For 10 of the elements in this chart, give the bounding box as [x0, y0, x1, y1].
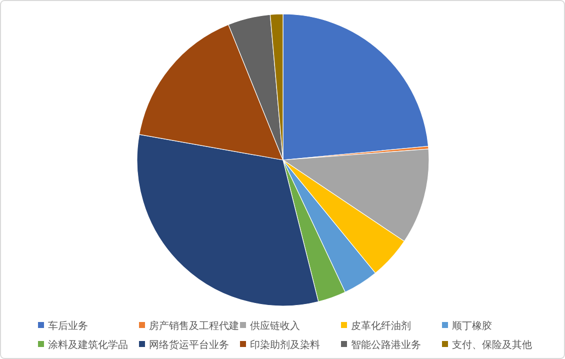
legend-label: 网络货运平台业务: [149, 339, 229, 351]
legend-label: 顺丁橡胶: [452, 320, 492, 332]
legend-label: 涂料及建筑化学品: [48, 339, 128, 351]
legend-label: 皮革化纤油剂: [351, 320, 411, 332]
legend-label: 供应链收入: [250, 320, 300, 332]
legend-label: 支付、保险及其他: [452, 339, 532, 351]
legend-label: 车后业务: [48, 320, 88, 332]
legend-label: 房产销售及工程代建: [149, 320, 239, 332]
legend-label: 印染助剂及染料: [250, 339, 320, 351]
legend-label: 智能公路港业务: [351, 339, 421, 351]
